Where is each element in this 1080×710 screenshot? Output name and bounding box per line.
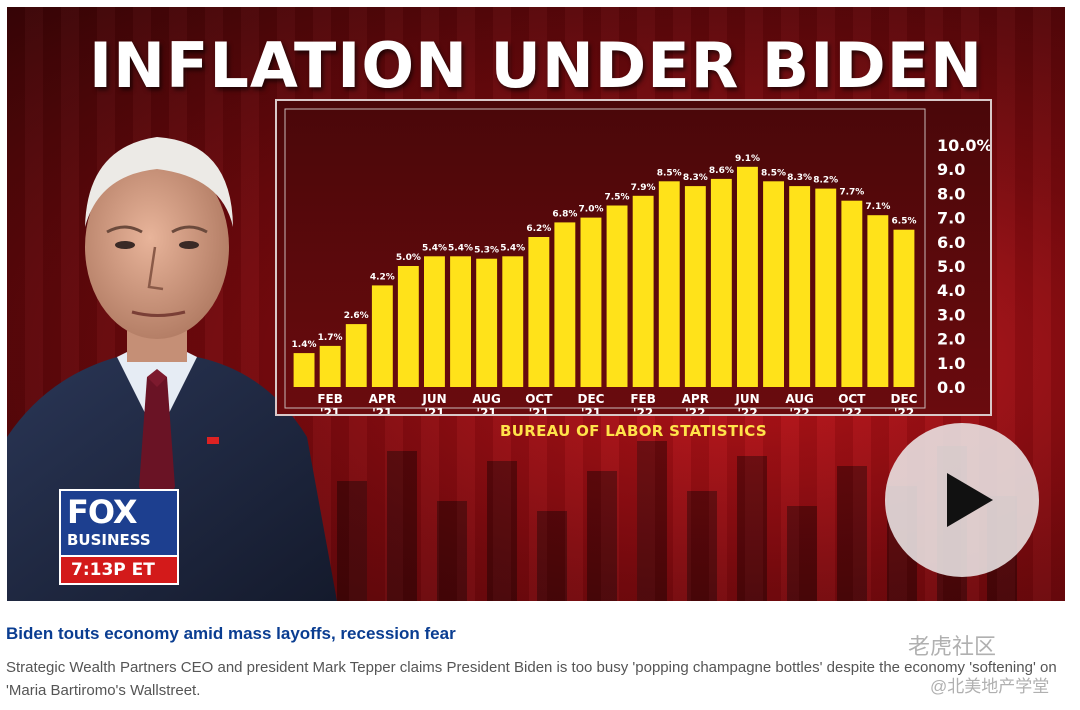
x-tick-label: '22 [894, 406, 914, 414]
chart-bar [710, 178, 732, 387]
chart-bar [684, 186, 706, 387]
bar-value-label: 6.2% [526, 224, 551, 234]
bar-value-label: 7.9% [631, 183, 656, 193]
chart-plot-frame [284, 108, 926, 409]
chart-bar [606, 205, 628, 387]
x-tick-label: JUN [734, 392, 759, 406]
bar-value-label: 5.4% [422, 243, 447, 253]
bar-value-label: 2.6% [344, 311, 369, 321]
x-tick-label: FEB [317, 392, 343, 406]
y-tick-label: 4.0 [937, 281, 965, 300]
watermark-tiger: 老虎社区 [908, 634, 997, 659]
bar-value-label: 6.8% [552, 209, 577, 219]
chart-bar [554, 222, 576, 387]
x-tick-label: APR [682, 392, 709, 406]
fox-business-logo: FOX BUSINESS 7:13P ET [59, 489, 179, 585]
chart-bar [528, 237, 550, 387]
inflation-chart: 1.4% 1.7% 2.6% 4.2% 5.0% 5.4% 5.4% 5.3% 5.4% 6.2%… [275, 99, 992, 416]
bar-value-label: 5.0% [396, 253, 421, 263]
chart-bar [397, 266, 419, 387]
x-tick-label: '21 [424, 406, 444, 414]
y-tick-label: 10.0% [937, 136, 990, 155]
bar-value-label: 4.2% [370, 272, 395, 282]
x-tick-label: '21 [476, 406, 496, 414]
y-tick-label: 7.0 [937, 209, 965, 228]
y-tick-label: 2.0 [937, 330, 965, 349]
chart-bar [371, 285, 393, 387]
bar-value-label: 8.2% [813, 176, 838, 186]
play-button[interactable] [885, 423, 1039, 577]
chart-bar [293, 353, 315, 387]
chart-bar [424, 256, 445, 387]
chart-bar [319, 345, 341, 387]
x-tick-label: '22 [685, 406, 705, 414]
chart-bar [632, 195, 654, 387]
bar-value-label: 7.1% [865, 202, 890, 212]
article-title[interactable]: Biden touts economy amid mass layoffs, r… [6, 624, 456, 643]
chart-source: BUREAU OF LABOR STATISTICS [500, 422, 767, 440]
y-tick-label: 8.0 [937, 184, 965, 203]
x-tick-label: JUN [421, 392, 446, 406]
y-tick-label: 0.0 [937, 378, 965, 397]
x-tick-label: '21 [320, 406, 340, 414]
chart-bar [815, 188, 837, 387]
x-tick-label: APR [369, 392, 396, 406]
y-tick-label: 9.0 [937, 160, 965, 179]
chart-bar [580, 217, 602, 387]
chart-bar [658, 181, 680, 387]
x-tick-label: '22 [842, 406, 862, 414]
bar-value-label: 5.4% [448, 243, 473, 253]
logo-brand: FOX [67, 493, 138, 531]
chart-bar [345, 324, 367, 387]
bar-value-label: 7.5% [605, 193, 630, 203]
x-tick-label: DEC [891, 392, 918, 406]
bar-value-label: 8.5% [761, 168, 786, 178]
chart-bar [841, 200, 863, 387]
bar-value-label: 8.5% [657, 168, 682, 178]
chart-bar [502, 256, 524, 387]
chart-bar [789, 186, 811, 387]
watermark-handle: @北美地产学堂 [930, 677, 1050, 696]
x-tick-label: '21 [581, 406, 601, 414]
y-tick-label: 1.0 [937, 354, 965, 373]
chart-bar [450, 256, 471, 387]
video-headline: INFLATION UNDER BIDEN [89, 29, 983, 102]
article-description: Strategic Wealth Partners CEO and presid… [6, 659, 1057, 699]
chart-bar [737, 166, 758, 387]
x-tick-label: OCT [838, 392, 866, 406]
bar-value-label: 1.4% [292, 340, 317, 350]
chart-svg: 1.4%1.7%2.6%4.2%5.0%5.4% 5.4% 5.3% 5.4%6.2%… [284, 108, 990, 414]
x-tick-label: '22 [789, 406, 809, 414]
bar-value-label: 8.3% [787, 173, 812, 183]
chart-bar [893, 229, 915, 387]
bar-value-label: 7.0% [579, 205, 604, 215]
chart-bar [476, 258, 498, 387]
x-tick-label: DEC [578, 392, 605, 406]
x-tick-label: AUG [472, 392, 501, 406]
y-tick-label: 3.0 [937, 305, 965, 324]
bar-value-label: 8.3% [683, 173, 708, 183]
x-tick-label: '21 [529, 406, 549, 414]
y-tick-label: 5.0 [937, 257, 965, 276]
play-icon [947, 473, 993, 527]
bar-value-label: 9.1% [735, 154, 760, 164]
x-tick-label: FEB [630, 392, 656, 406]
broadcast-time: 7:13P ET [59, 557, 179, 585]
bar-value-label: 5.3% [474, 246, 499, 256]
video-player[interactable]: INFLATION UNDER BIDEN 1.4% 1.7% 2.6% 4.2% 5.… [7, 7, 1065, 601]
x-tick-label: '22 [633, 406, 653, 414]
x-tick-label: AUG [785, 392, 814, 406]
bar-value-label: 6.5% [892, 217, 917, 227]
bar-value-label: 7.7% [839, 188, 864, 198]
x-tick-label: '22 [737, 406, 757, 414]
chart-bar [763, 181, 784, 387]
logo-sub: BUSINESS [67, 531, 151, 549]
x-tick-label: '21 [372, 406, 392, 414]
bar-value-label: 8.6% [709, 166, 734, 176]
bar-value-label: 1.7% [318, 333, 343, 343]
bar-value-label: 5.4% [500, 243, 525, 253]
x-tick-label: OCT [525, 392, 553, 406]
chart-bar [867, 215, 889, 387]
y-tick-label: 6.0 [937, 233, 965, 252]
